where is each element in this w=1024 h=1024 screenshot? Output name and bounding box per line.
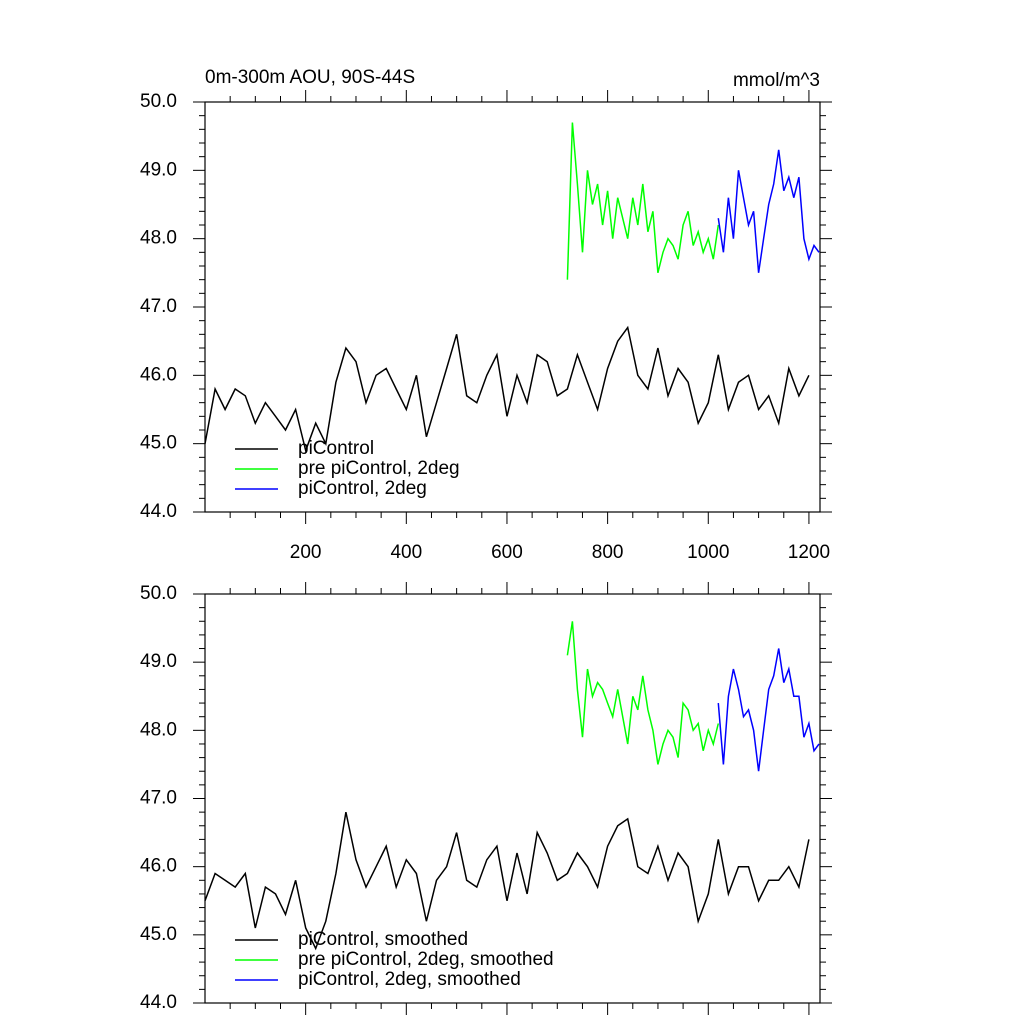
y-tick-label: 44.0 [140, 992, 177, 1013]
series-line [566, 621, 720, 765]
y-tick-label: 47.0 [140, 788, 177, 809]
legend-label: piControl, smoothed [298, 929, 468, 950]
y-tick-label: 45.0 [140, 433, 177, 454]
x-tick-label: 200 [290, 542, 322, 563]
legend-label: piControl, 2deg, smoothed [298, 969, 521, 990]
y-tick-label: 49.0 [140, 651, 177, 672]
series-line [204, 325, 810, 454]
chart-title: 0m-300m AOU, 90S-44S [205, 67, 415, 88]
y-tick-label: 50.0 [140, 91, 177, 112]
x-tick-label: 400 [390, 542, 422, 563]
y-tick-label: 50.0 [140, 583, 177, 604]
series-line [204, 811, 810, 951]
series-line [717, 149, 820, 273]
y-tick-label: 46.0 [140, 364, 177, 385]
y-tick-label: 48.0 [140, 719, 177, 740]
series-line [566, 122, 720, 280]
x-tick-label: 1000 [687, 542, 729, 563]
x-tick-label: 800 [592, 542, 624, 563]
y-tick-label: 48.0 [140, 228, 177, 249]
x-tick-label: 1200 [788, 542, 830, 563]
y-tick-label: 47.0 [140, 296, 177, 317]
series-line [717, 648, 820, 772]
legend-label: pre piControl, 2deg, smoothed [298, 949, 554, 970]
units-label: mmol/m^3 [733, 70, 820, 91]
y-tick-label: 46.0 [140, 856, 177, 877]
y-tick-label: 44.0 [140, 501, 177, 522]
y-tick-label: 45.0 [140, 924, 177, 945]
x-tick-label: 600 [491, 542, 523, 563]
y-tick-label: 49.0 [140, 159, 177, 180]
legend-label: pre piControl, 2deg [298, 458, 460, 479]
legend-label: piControl [298, 438, 374, 459]
legend-label: piControl, 2deg [298, 478, 427, 499]
